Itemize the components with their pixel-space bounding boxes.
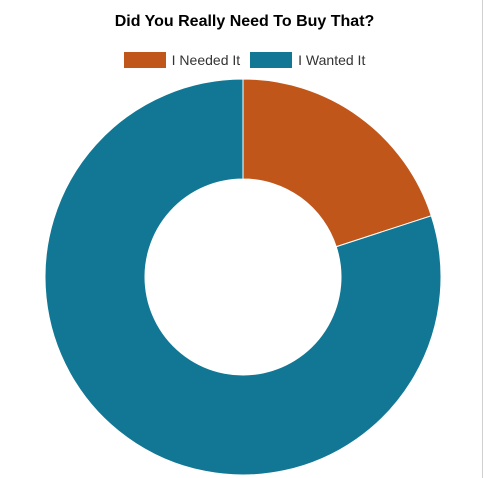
legend-item-wanted[interactable]: I Wanted It bbox=[250, 52, 365, 68]
legend-swatch-needed bbox=[123, 52, 166, 68]
legend-item-needed[interactable]: I Needed It bbox=[123, 52, 241, 68]
panel-border bbox=[482, 0, 483, 478]
legend: I Needed It I Wanted It bbox=[0, 52, 489, 68]
chart-title: Did You Really Need To Buy That? bbox=[114, 13, 375, 30]
legend-swatch-wanted bbox=[250, 52, 293, 68]
legend-label-needed: I Needed It bbox=[171, 52, 241, 68]
slice-needed[interactable] bbox=[242, 78, 432, 248]
slice-wanted[interactable] bbox=[44, 78, 442, 476]
legend-label-wanted: I Wanted It bbox=[298, 52, 366, 68]
